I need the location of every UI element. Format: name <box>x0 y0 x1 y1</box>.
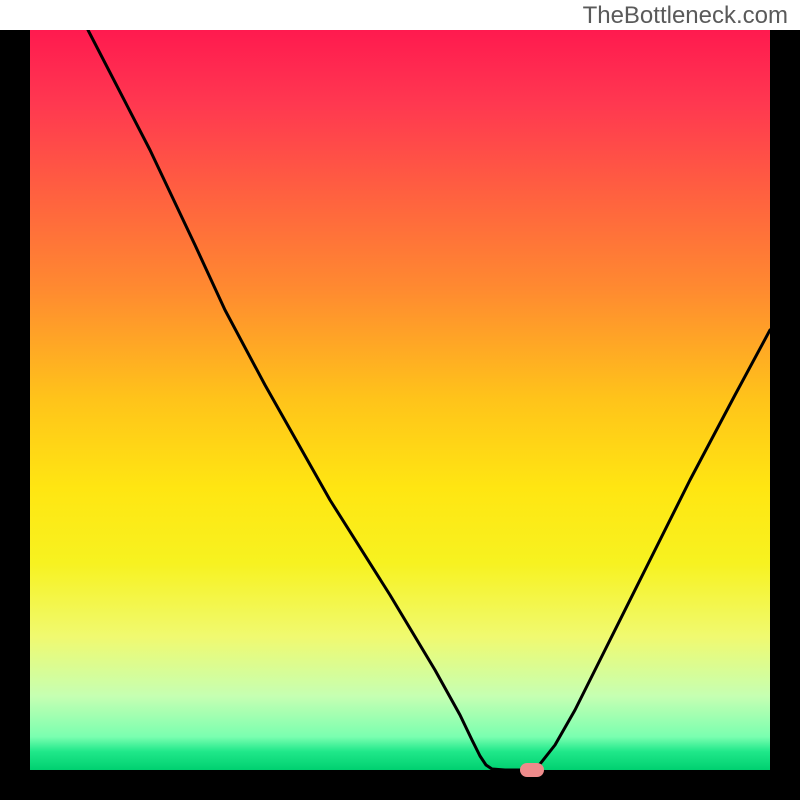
frame-right <box>770 30 800 770</box>
attribution-label: TheBottleneck.com <box>583 2 788 30</box>
optimum-marker <box>520 763 544 777</box>
frame-left <box>0 30 30 770</box>
plot-area <box>30 30 770 770</box>
bottleneck-curve <box>30 30 770 770</box>
frame-bottom <box>0 770 800 800</box>
chart-container: TheBottleneck.com <box>0 0 800 800</box>
